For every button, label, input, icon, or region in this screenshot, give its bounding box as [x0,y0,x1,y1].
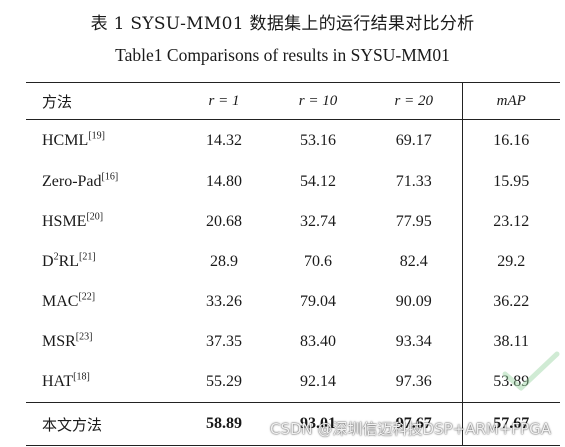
value-cell: 53.16 [300,132,336,149]
table-caption-zh: 表 1 SYSU-MM01 数据集上的运行结果对比分析 [90,14,475,34]
table-row: HSME[20] 20.68 32.74 77.95 23.12 [26,202,560,242]
value-cell: 38.11 [461,322,560,362]
citation-ref: [22] [78,291,96,303]
value-cell: 29.2 [461,242,560,282]
method-name: HAT [42,373,74,390]
method-name: D [42,253,54,270]
value-cell: 97.67 [366,402,462,446]
value-cell: 93.34 [395,333,432,350]
value-cell: 79.04 [300,293,336,310]
header-r20: r = 20 [366,82,462,120]
value-cell: 57.67 [461,402,560,446]
method-cell: D2RL[21] [26,242,178,282]
value-cell: 36.22 [461,282,560,322]
value-cell: 55.29 [206,373,242,390]
value-cell: 14.32 [206,132,242,149]
value-cell: 28.9 [210,253,238,270]
method-cell: MSR[23] [26,322,178,362]
value-cell: 58.89 [178,402,270,446]
watermark-check-icon [502,351,560,391]
method-name: HCML [42,132,89,149]
method-cell: HCML[19] [26,120,178,163]
value-cell: 16.16 [461,119,560,162]
table-header-row: 方法 r = 1 r = 10 r = 20 mAP [26,82,560,120]
method-cell: 本文方法 [26,402,178,446]
table-row: D2RL[21] 28.9 70.6 82.4 29.2 [26,242,560,282]
citation-ref: [23] [75,331,93,343]
value-cell: 54.12 [300,173,336,190]
method-name: MAC [42,293,79,310]
citation-ref: [16] [101,171,119,183]
value-cell: 15.95 [461,162,560,202]
header-r1: r = 1 [178,82,270,120]
table-row: HCML[19] 14.32 53.16 69.17 16.16 [26,119,560,163]
value-cell: 70.6 [304,253,332,270]
value-cell: 53.89 [461,362,560,403]
value-cell: 37.35 [206,333,242,350]
citation-ref: [21] [79,251,96,263]
method-name: MSR [42,333,76,350]
header-r10: r = 10 [270,82,366,120]
table-row: MAC[22] 33.26 79.04 90.09 36.22 [26,282,560,322]
method-cell: HAT[18] [26,362,178,403]
value-cell: 92.14 [300,373,336,390]
method-name-rest: RL [58,253,80,270]
value-cell: 83.40 [300,333,336,350]
citation-ref: [20] [86,211,104,223]
table-row-ours: 本文方法 58.89 93.01 97.67 57.67 [26,402,560,446]
method-cell: HSME[20] [26,202,178,242]
method-name: HSME [42,213,87,230]
header-map: mAP [461,82,560,120]
value-cell: 69.17 [395,132,432,149]
method-cell: Zero-Pad[16] [26,162,178,202]
table-row: Zero-Pad[16] 14.80 54.12 71.33 15.95 [26,162,560,202]
value-cell: 97.36 [395,373,432,390]
table-row: HAT[18] 55.29 92.14 97.36 53.89 [26,362,560,403]
value-cell: 23.12 [461,202,560,242]
citation-ref: [19] [88,130,105,142]
method-cell: MAC[22] [26,282,178,322]
header-method: 方法 [26,82,178,120]
value-cell: 20.68 [206,213,242,230]
value-cell: 90.09 [395,293,432,310]
value-cell: 71.33 [395,173,432,190]
value-cell: 14.80 [206,173,242,190]
method-name: Zero-Pad [42,173,102,190]
table-caption-en: Table1 Comparisons of results in SYSU-MM… [115,45,450,65]
value-cell: 77.95 [395,213,432,230]
results-table: 方法 r = 1 r = 10 r = 20 mAP HCML[19] 14.3… [26,82,560,446]
value-cell: 32.74 [300,213,336,230]
method-superscript: 2 [53,251,59,263]
table-row: MSR[23] 37.35 83.40 93.34 38.11 [26,322,560,362]
value-cell: 33.26 [206,293,242,310]
value-cell: 93.01 [270,402,366,446]
watermark-text: CSDN @深圳信迈科技DSP+ARM+FPGA [270,420,551,438]
citation-ref: [18] [73,371,90,383]
value-cell: 82.4 [399,253,428,270]
